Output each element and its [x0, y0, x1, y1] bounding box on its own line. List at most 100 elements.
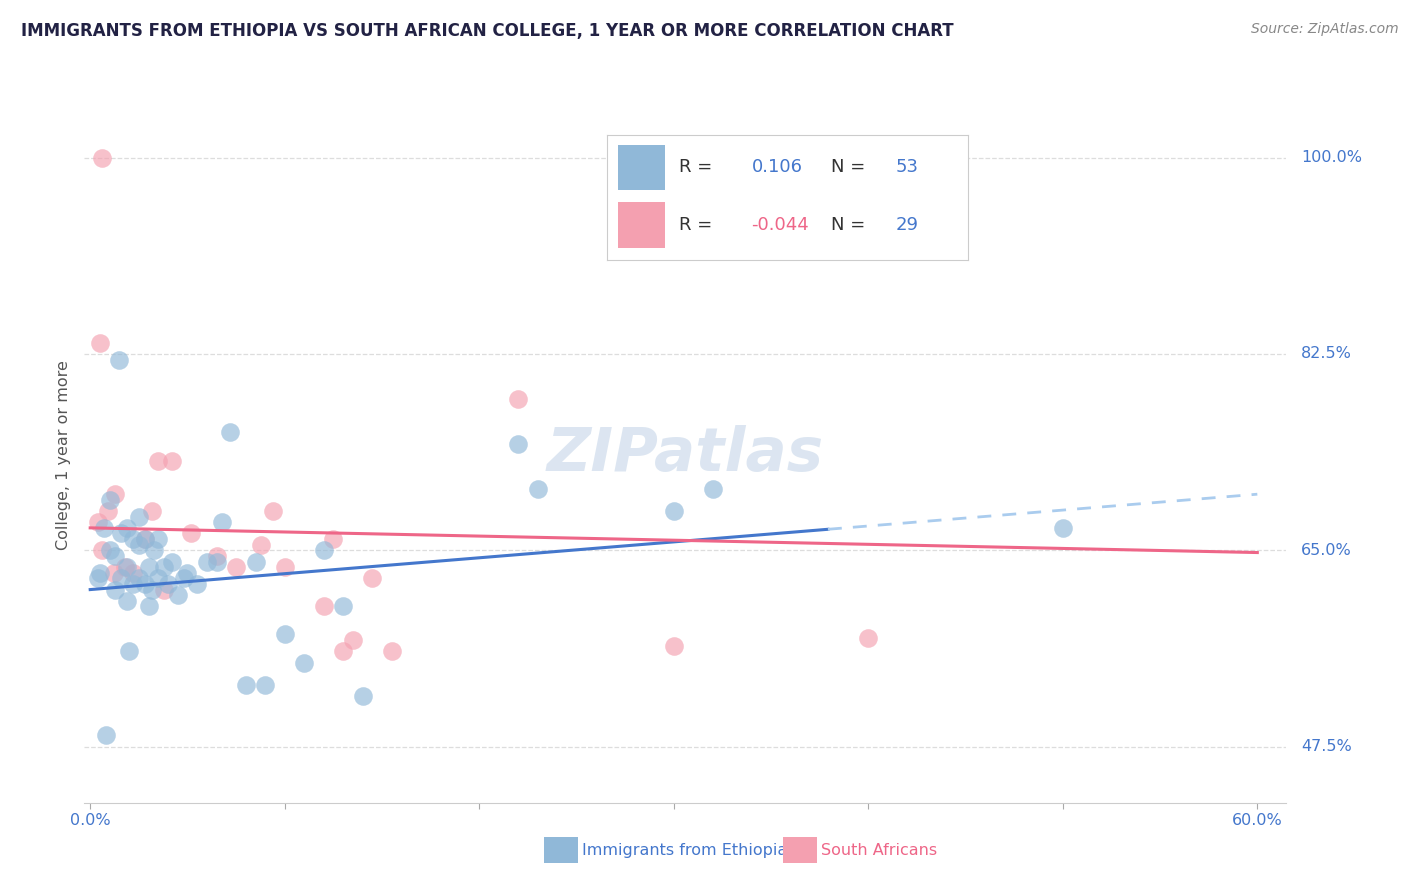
Text: 53: 53 [896, 159, 918, 177]
Point [160, 453, 183, 467]
Bar [619, 202, 665, 248]
Point [332, 644, 354, 658]
Point [93, 521, 115, 535]
Point [128, 571, 150, 585]
Point [148, 453, 170, 467]
Point [254, 678, 277, 692]
Point [205, 555, 228, 569]
Point [381, 644, 404, 658]
Point [148, 571, 170, 585]
Point [110, 571, 132, 585]
Point [87, 571, 110, 585]
Point [134, 532, 156, 546]
Point [104, 487, 127, 501]
Text: 0.106: 0.106 [752, 159, 803, 177]
Point [115, 594, 138, 608]
Point [90, 543, 112, 558]
Point [153, 560, 176, 574]
Point [211, 515, 233, 529]
Point [118, 644, 141, 658]
Point [508, 392, 530, 406]
Text: Immigrants from Ethiopia: Immigrants from Ethiopia [582, 843, 787, 857]
Point [138, 560, 160, 574]
Point [115, 560, 138, 574]
Point [114, 560, 136, 574]
Point [141, 582, 163, 597]
Point [312, 543, 335, 558]
Point [141, 504, 163, 518]
Point [235, 678, 257, 692]
Point [173, 571, 195, 585]
Text: 47.5%: 47.5% [1301, 739, 1351, 755]
Point [361, 571, 384, 585]
Point [97, 504, 120, 518]
Point [352, 689, 374, 703]
Point [89, 335, 111, 350]
Point [90, 151, 112, 165]
Point [526, 482, 548, 496]
Text: N =: N = [831, 216, 870, 234]
Point [195, 555, 218, 569]
Text: N =: N = [831, 159, 870, 177]
Point [312, 599, 335, 614]
Point [508, 436, 530, 450]
Point [89, 566, 111, 580]
Bar [619, 145, 665, 190]
Text: -0.044: -0.044 [752, 216, 810, 234]
Point [138, 599, 160, 614]
Point [98, 543, 121, 558]
Point [274, 560, 297, 574]
Point [98, 492, 121, 507]
Text: Source: ZipAtlas.com: Source: ZipAtlas.com [1251, 22, 1399, 37]
Point [108, 352, 131, 367]
Text: R =: R = [679, 216, 718, 234]
Y-axis label: College, 1 year or more: College, 1 year or more [56, 360, 72, 549]
Text: ZIPatlas: ZIPatlas [547, 425, 824, 484]
Point [103, 566, 125, 580]
Point [180, 526, 202, 541]
Text: R =: R = [679, 159, 718, 177]
Point [122, 577, 145, 591]
Point [104, 582, 127, 597]
Point [148, 532, 170, 546]
Point [858, 631, 880, 645]
Point [662, 504, 685, 518]
Point [225, 560, 247, 574]
Point [115, 521, 138, 535]
Text: 65.0%: 65.0% [1301, 543, 1351, 558]
Point [110, 526, 132, 541]
Text: 82.5%: 82.5% [1301, 346, 1351, 361]
Text: 100.0%: 100.0% [1301, 150, 1362, 165]
Point [122, 566, 145, 580]
Text: 29: 29 [896, 216, 918, 234]
Text: South Africans: South Africans [821, 843, 938, 857]
Point [156, 577, 179, 591]
Point [104, 549, 127, 563]
Point [219, 425, 242, 440]
Point [292, 656, 315, 670]
Point [262, 504, 284, 518]
Point [128, 509, 150, 524]
Point [160, 555, 183, 569]
Point [134, 532, 156, 546]
Point [186, 577, 208, 591]
Point [176, 566, 198, 580]
Point [166, 588, 188, 602]
Point [1052, 521, 1074, 535]
Point [143, 543, 166, 558]
Point [342, 633, 364, 648]
Point [122, 532, 145, 546]
Point [250, 538, 273, 552]
Point [128, 538, 150, 552]
Point [274, 627, 297, 641]
Point [205, 549, 228, 563]
Point [94, 729, 117, 743]
Point [84, 830, 107, 844]
Point [702, 482, 724, 496]
Point [153, 582, 176, 597]
Point [134, 577, 156, 591]
Point [245, 555, 267, 569]
Point [332, 599, 354, 614]
Point [322, 532, 344, 546]
Point [87, 515, 110, 529]
